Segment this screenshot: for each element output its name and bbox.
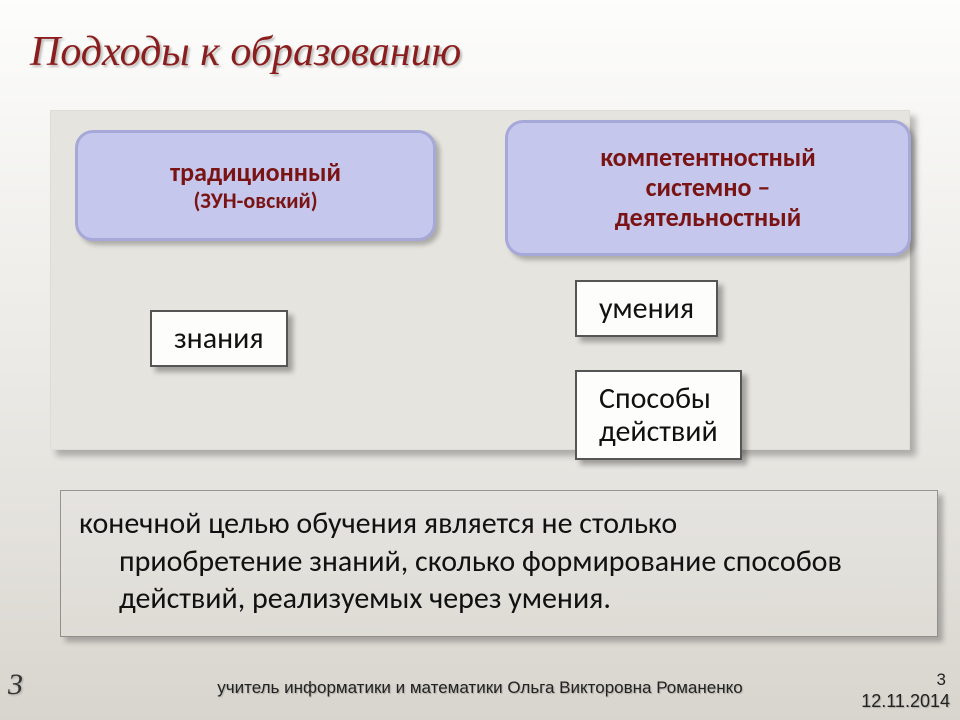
pill-traditional: традиционный (ЗУН-овский)	[75, 130, 436, 241]
pill-traditional-line1: традиционный	[170, 158, 341, 188]
summary-rest: приобретение знаний, сколько формировани…	[79, 543, 919, 618]
pill-competency-line3: деятельностный	[600, 203, 816, 233]
box-methods-line1: Способы	[599, 382, 718, 415]
footer-date: 12.11.2014	[861, 691, 950, 712]
pill-competency: компетентностный системно – деятельностн…	[505, 120, 911, 256]
summary-box: конечной целью обучения является не стол…	[60, 490, 938, 637]
box-methods: Способы действий	[575, 370, 742, 460]
box-knowledge: знания	[150, 310, 288, 367]
box-skills: умения	[575, 280, 718, 337]
summary-first-line: конечной целью обучения является не стол…	[79, 505, 677, 542]
footer-author: учитель информатики и математики Ольга В…	[0, 678, 960, 698]
slide-title: Подходы к образованию	[30, 28, 461, 76]
page-number-right: 3	[937, 670, 946, 690]
pill-competency-line2: системно –	[600, 173, 816, 203]
pill-competency-line1: компетентностный	[600, 143, 816, 173]
pill-traditional-line2: (ЗУН-овский)	[170, 188, 341, 213]
box-methods-line2: действий	[599, 415, 718, 448]
